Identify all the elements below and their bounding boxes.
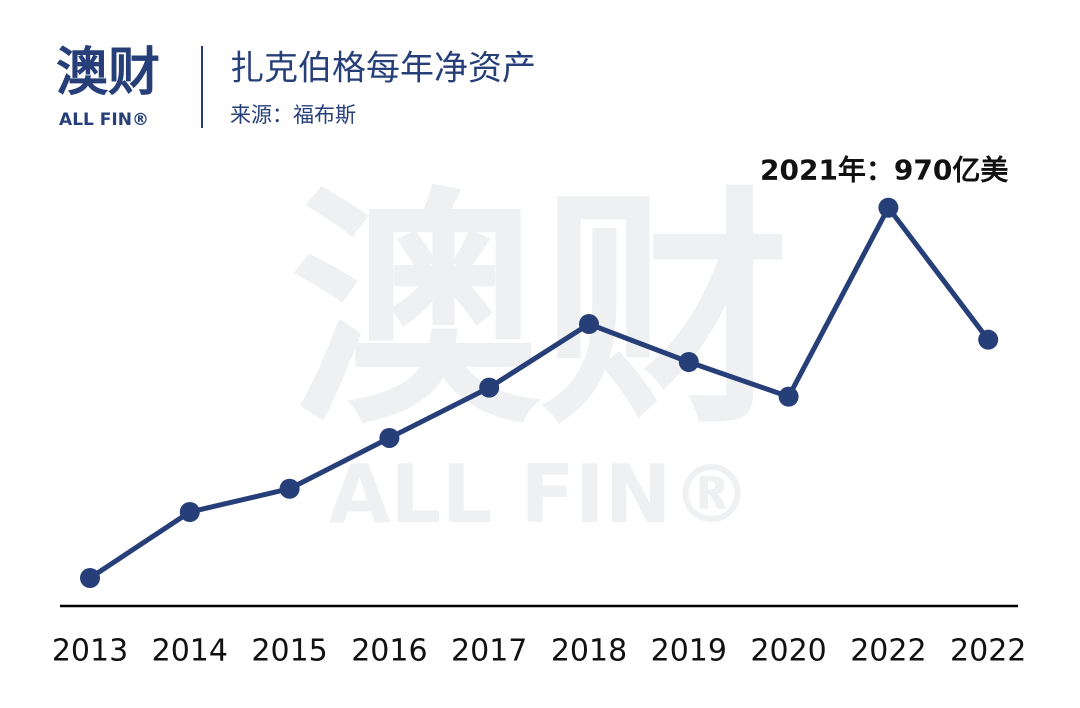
point: [479, 377, 500, 398]
chart-subtitle: 来源：福布斯: [230, 103, 356, 127]
point: [878, 197, 899, 218]
point: [778, 386, 799, 407]
logo-sub: ALL FIN®: [59, 110, 149, 130]
x-tick-label: 2014: [152, 634, 228, 669]
point: [179, 502, 200, 523]
x-tick-label: 2022: [850, 634, 926, 669]
x-tick-label: 2020: [750, 634, 826, 669]
point: [379, 427, 400, 448]
watermark-sub: ALL FIN®: [328, 448, 751, 541]
line: [88, 205, 991, 581]
chart-title: 扎克伯格每年净资产: [230, 49, 536, 89]
point: [80, 567, 100, 588]
x-tick-label: 2017: [451, 634, 527, 669]
watermark: 澳财: [290, 166, 790, 457]
x-tick-label: 2019: [651, 634, 727, 669]
point: [978, 329, 999, 350]
annotation: 2021年：970亿美: [760, 154, 1008, 187]
x-tick-label: 2018: [551, 634, 627, 669]
x-tick-label: 2013: [52, 634, 128, 669]
x-tick-label: 2016: [351, 634, 427, 669]
logo: 澳财: [56, 43, 160, 103]
x-tick-label: 2022: [950, 634, 1026, 669]
point: [678, 351, 699, 372]
point: [279, 478, 300, 499]
x-tick-label: 2015: [251, 634, 327, 669]
point: [579, 314, 599, 335]
